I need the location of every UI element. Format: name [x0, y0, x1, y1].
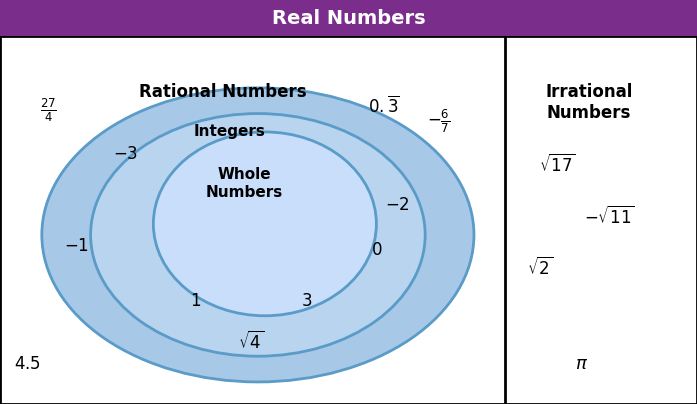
Text: $\pi$: $\pi$ [576, 355, 588, 372]
Text: $\sqrt{2}$: $\sqrt{2}$ [527, 257, 553, 279]
Text: $-3$: $-3$ [113, 145, 138, 163]
Text: $-\sqrt{11}$: $-\sqrt{11}$ [584, 206, 636, 227]
Ellipse shape [153, 132, 376, 316]
Text: Real Numbers: Real Numbers [272, 8, 425, 28]
Text: $\frac{27}{4}$: $\frac{27}{4}$ [40, 96, 57, 124]
Text: Rational Numbers: Rational Numbers [139, 82, 307, 101]
Text: $\sqrt{17}$: $\sqrt{17}$ [539, 154, 576, 176]
Ellipse shape [91, 114, 425, 356]
Text: $4.5$: $4.5$ [15, 355, 41, 372]
Text: $1$: $1$ [190, 292, 201, 310]
Text: $3$: $3$ [301, 292, 312, 310]
Text: Whole
Numbers: Whole Numbers [206, 167, 282, 200]
Text: $0.\overline{3}$: $0.\overline{3}$ [367, 96, 399, 117]
Text: $-2$: $-2$ [385, 196, 410, 215]
Text: Irrational
Numbers: Irrational Numbers [545, 83, 633, 122]
Text: Integers: Integers [194, 124, 266, 139]
Text: $-1$: $-1$ [64, 237, 89, 255]
Bar [0, 0, 697, 36]
Text: $0$: $0$ [371, 241, 382, 259]
Text: $-\frac{6}{7}$: $-\frac{6}{7}$ [427, 107, 451, 135]
Ellipse shape [42, 88, 474, 382]
Text: $\sqrt{4}$: $\sqrt{4}$ [238, 330, 264, 353]
